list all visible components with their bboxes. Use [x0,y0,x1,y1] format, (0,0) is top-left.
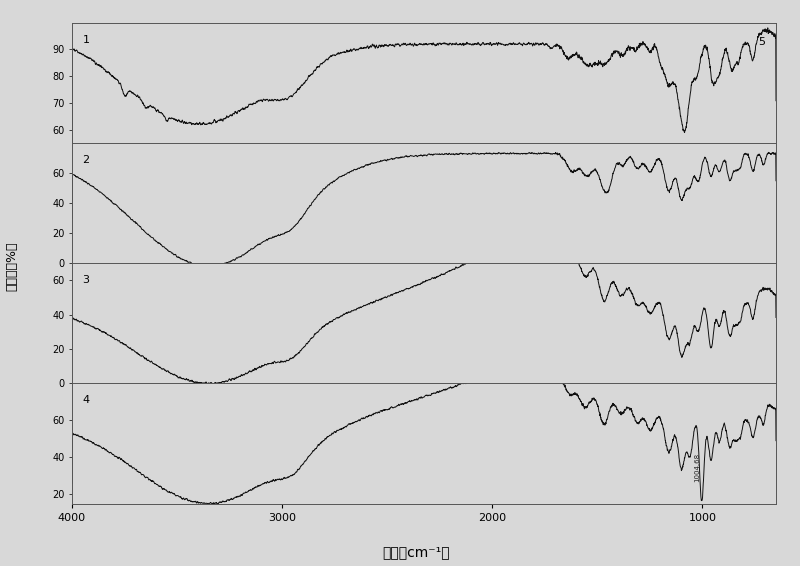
Text: 1: 1 [82,35,90,45]
Text: 5: 5 [758,37,766,47]
Text: 1004.68: 1004.68 [694,453,701,482]
Text: 3: 3 [82,275,90,285]
Text: 透射率（%）: 透射率（%） [6,241,18,291]
Text: 2: 2 [82,155,90,165]
Text: 波长（cm⁻¹）: 波长（cm⁻¹） [382,545,450,559]
Text: 4: 4 [82,396,90,405]
